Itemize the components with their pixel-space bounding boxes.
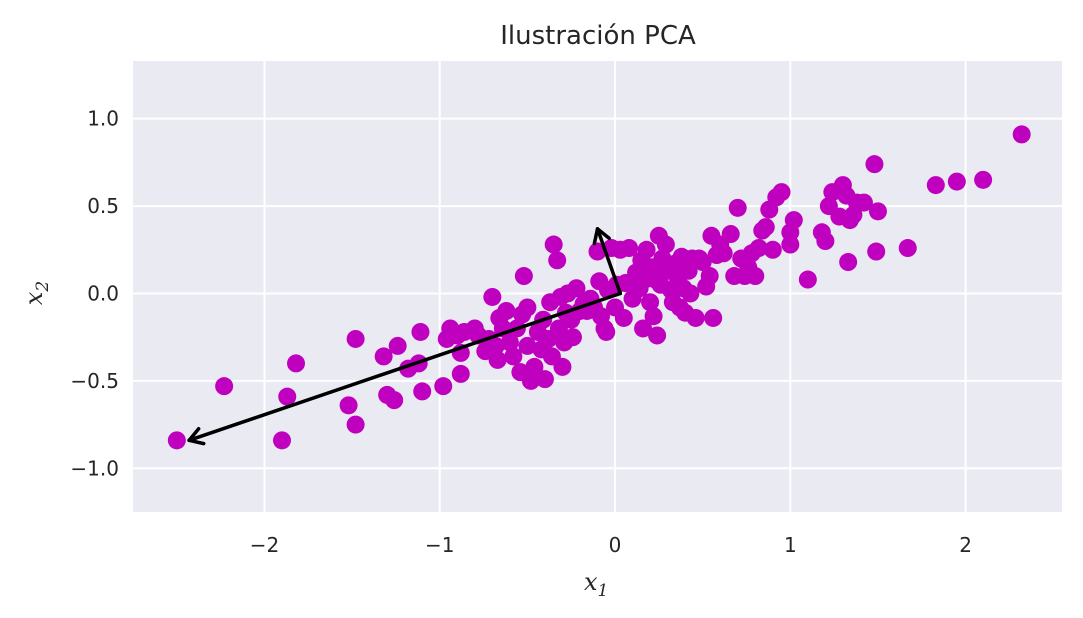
data-point [656, 235, 675, 254]
data-point [704, 308, 723, 327]
data-point [816, 232, 835, 251]
data-point [567, 279, 586, 298]
chart-title: Ilustración PCA [500, 21, 696, 51]
data-point [535, 370, 554, 389]
data-point [614, 308, 633, 327]
data-point [781, 223, 800, 242]
data-point [488, 350, 507, 369]
data-point [504, 347, 523, 366]
data-point [686, 308, 705, 327]
data-point [167, 431, 186, 450]
data-point [714, 244, 733, 263]
principal-component-arrows [187, 227, 623, 446]
data-point [411, 322, 430, 341]
data-point [563, 328, 582, 347]
data-point [1012, 125, 1031, 144]
data-point [749, 239, 768, 258]
data-point [497, 301, 516, 320]
data-point [525, 357, 544, 376]
data-point [518, 336, 537, 355]
x-axis-label-base: x [584, 568, 598, 596]
data-point [974, 170, 993, 189]
component-arrow-2 [592, 227, 623, 296]
data-point [648, 326, 667, 345]
data-point [548, 251, 567, 270]
y-tick-labels: −1.0 −0.5 0.0 0.5 1.0 [70, 107, 119, 481]
data-point [518, 298, 537, 317]
x-axis-label-sub: 1 [598, 581, 609, 601]
data-point [898, 239, 917, 258]
x-axis-label: x1 [584, 568, 608, 601]
data-point [772, 183, 791, 202]
data-point [514, 267, 533, 286]
y-tick-label: 0.0 [87, 281, 119, 305]
data-point [451, 364, 470, 383]
component-arrow-1 [187, 291, 623, 446]
data-point [434, 377, 453, 396]
data-point [413, 382, 432, 401]
data-point [721, 225, 740, 244]
data-point [500, 333, 519, 352]
data-point [926, 176, 945, 195]
y-axis-label-sub: 2 [33, 281, 53, 293]
data-point [798, 270, 817, 289]
data-point [544, 235, 563, 254]
data-point [388, 336, 407, 355]
data-point [867, 242, 886, 261]
data-point [597, 322, 616, 341]
data-point [346, 329, 365, 348]
data-point [588, 242, 607, 261]
data-point [839, 253, 858, 272]
data-point [620, 239, 639, 258]
x-tick-label: 0 [609, 533, 622, 557]
y-axis-label-base: x [20, 291, 48, 305]
y-tick-label: −1.0 [70, 456, 119, 480]
data-point [865, 155, 884, 174]
data-point [339, 396, 358, 415]
data-point [681, 284, 700, 303]
data-point [272, 431, 291, 450]
x-tick-label: −2 [250, 533, 279, 557]
x-tick-label: 2 [959, 533, 972, 557]
x-tick-labels: −2 −1 0 1 2 [250, 533, 972, 557]
data-point [287, 354, 306, 373]
data-point [634, 319, 653, 338]
data-point [700, 267, 719, 286]
y-tick-label: 0.5 [87, 194, 119, 218]
data-point [486, 336, 505, 355]
arrow-shaft [595, 227, 623, 296]
data-point [215, 377, 234, 396]
data-point [346, 415, 365, 434]
y-axis-label: x2 [20, 281, 53, 305]
data-point [553, 357, 572, 376]
data-point [641, 293, 660, 312]
arrow-shaft [187, 291, 623, 443]
data-point [746, 267, 765, 286]
arrow-head [187, 427, 206, 446]
data-point [763, 240, 782, 259]
data-point [521, 371, 540, 390]
data-point [385, 391, 404, 410]
data-point [728, 198, 747, 217]
y-tick-label: 1.0 [87, 107, 119, 131]
data-point [278, 387, 297, 406]
data-point [374, 347, 393, 366]
arrow-head [592, 227, 611, 246]
data-point [947, 172, 966, 191]
data-point [644, 307, 663, 326]
data-point [693, 253, 712, 272]
x-tick-label: 1 [784, 533, 797, 557]
data-point [854, 193, 873, 212]
data-point [756, 218, 775, 237]
x-tick-label: −1 [425, 533, 454, 557]
scatter-points [167, 125, 1031, 450]
y-tick-label: −0.5 [70, 369, 119, 393]
data-point [868, 202, 887, 221]
data-point [637, 240, 656, 259]
data-point [483, 287, 502, 306]
